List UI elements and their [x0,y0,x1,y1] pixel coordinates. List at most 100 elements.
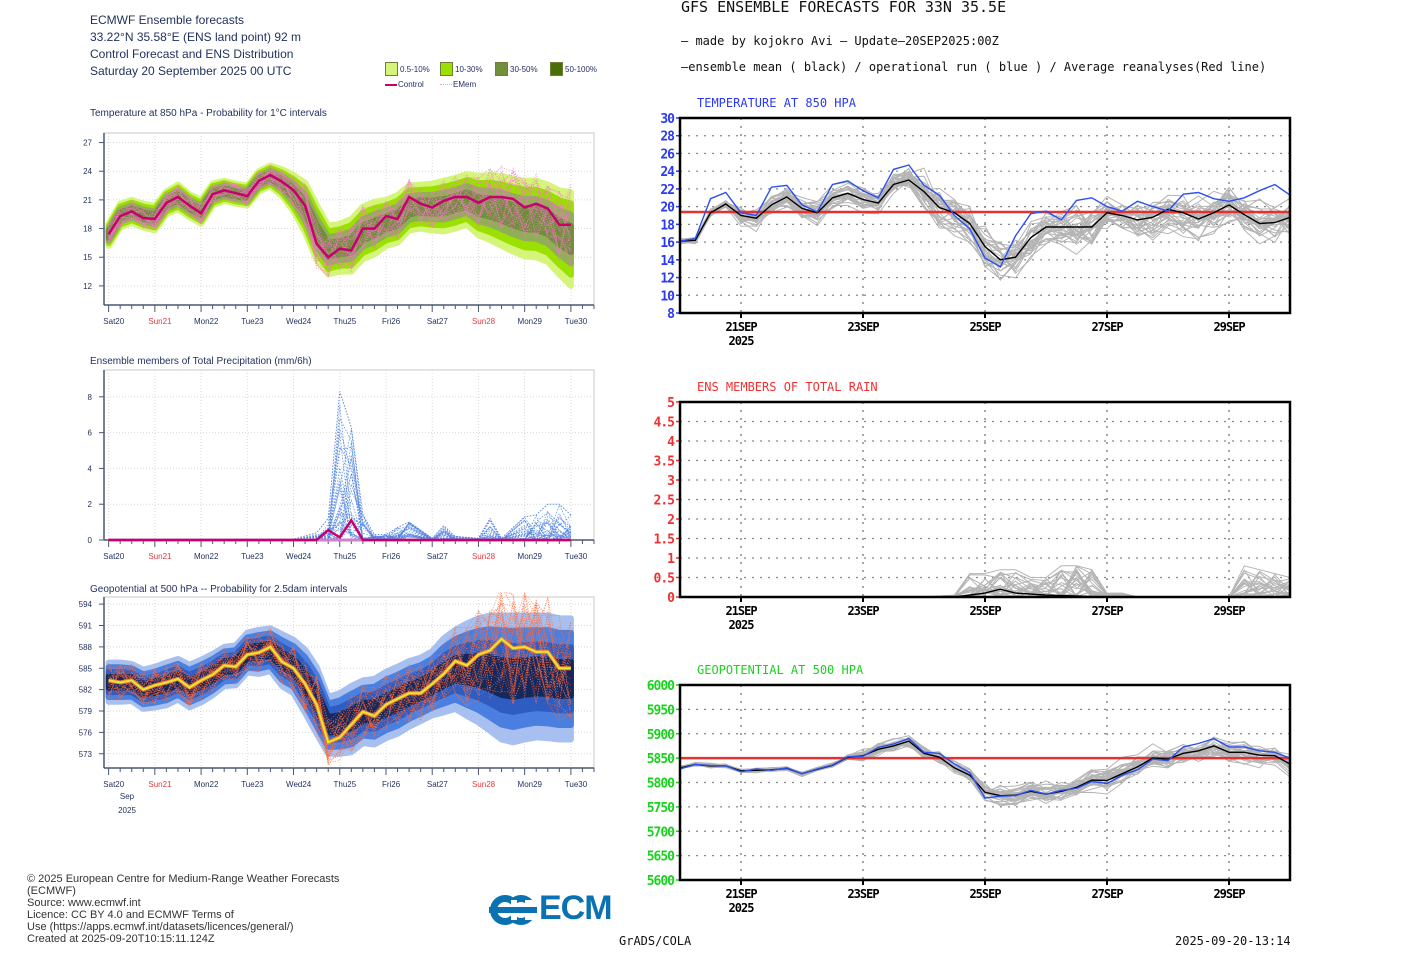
credit-source: Source: www.ecmwf.int [27,897,141,909]
ensemble-member-line [680,577,1291,598]
x-tick-label: 23SEP [847,887,879,901]
ensemble-member-line [108,606,572,747]
ensemble-member-line [108,165,572,271]
legend-label: 10-30% [455,64,483,74]
y-tick-label: 4.5 [654,416,675,431]
legend-emem: EMem [440,80,476,89]
y-tick-label: 3 [667,474,674,489]
ecmwf-title: ECMWF Ensemble forecasts [90,13,245,27]
ensemble-member-line [108,175,572,268]
legend-band-3: 50-100% [550,62,597,76]
ecmwf-t850-title: Temperature at 850 hPa - Probability for… [90,108,327,119]
ecmwf-logo: ECM [489,889,619,927]
y-tick-label: 24 [83,167,92,176]
x-tick-label: 25SEP [969,320,1001,334]
ensemble-member-line [679,172,1291,264]
ensemble-member-line [108,174,572,271]
ecmwf-subtitle: Control Forecast and ENS Distribution [90,47,294,61]
ensemble-member-line [108,170,572,259]
ensemble-member-line [679,176,1291,275]
credit-licence: Licence: CC BY 4.0 and ECMWF Terms of [27,909,234,921]
y-tick-label: 1.5 [654,533,675,548]
gfs-t850-title: TEMPERATURE AT 850 HPA [697,96,856,110]
gfs-t850-chart: 8 10 12 14 16 18 20 22 24 26 28 30 21SEP 23SEP 25SEP 27… [660,112,1292,348]
ensemble-member-line [108,467,572,541]
x-day-label: Wed24 [286,780,312,789]
x-day-label: Sun28 [472,780,496,789]
x-day-label: Fri26 [382,552,401,561]
x-year-label: 2025 [729,901,755,915]
gfs-subtitle-legend: —ensemble mean ( black) / operational ru… [681,60,1267,74]
ensemble-member-line [108,445,572,541]
gfs-z500-title: GEOPOTENTIAL AT 500 HPA [697,663,864,677]
ensemble-member-line [108,166,572,262]
ensemble-member-line [108,172,572,257]
legend-label: 50-100% [565,64,598,74]
control-line-swatch [385,83,397,86]
ensemble-member-line [108,592,572,760]
legend-control: Control [385,80,424,89]
ensemble-member-line [108,610,572,737]
ensemble-mean-line [679,179,1291,261]
y-tick-label: 8 [88,393,93,402]
y-tick-label: 5850 [647,752,675,767]
gfs-rain-chart: 0 0.5 1 1.5 2 2.5 3 3.5 4 4.5 5 21SEP 23SEP 25SEP 27SE… [654,396,1292,632]
gfs-z500-chart: 5600 5650 5700 5750 5800 5850 5900 5950 6000 21SE… [647,679,1292,915]
x-tick-label: 27SEP [1091,604,1123,618]
plot-frame [678,683,1292,882]
x-day-label: Mon22 [194,317,219,326]
ensemble-member-line [108,167,572,278]
max-member-line [108,391,572,541]
ensemble-member-line [108,616,572,765]
ecmwf-logo-icon [489,895,537,925]
y-tick-label: 591 [79,622,93,631]
x-day-label: Tue30 [565,317,588,326]
x-day-label: Wed24 [286,317,312,326]
ensemble-member-line [108,620,572,761]
ensemble-member-line [108,602,571,759]
ensemble-member-line [108,458,571,541]
control-line [108,637,571,744]
ensemble-member-line [680,569,1291,598]
x-day-label: Thu25 [334,552,357,561]
x-day-label: Sat27 [427,552,448,561]
ensemble-member-line [108,167,572,273]
legend-swatch [495,62,508,76]
ensemble-member-line [679,177,1291,281]
x-month-label: Sep [120,792,135,801]
x-day-label: Tue23 [241,317,264,326]
y-tick-label: 26 [660,147,675,162]
y-tick-label: 5600 [647,874,675,889]
y-tick-label: 21 [83,196,92,205]
ecmwf-credits: © 2025 European Centre for Medium-Range … [27,873,339,945]
y-tick-label: 18 [83,225,92,234]
gfs-title: GFS ENSEMBLE FORECASTS FOR 33N 35.5E [681,0,1007,16]
y-tick-label: 5900 [647,728,675,743]
x-day-label: Sun21 [148,552,172,561]
ensemble-member-line [108,506,572,541]
y-tick-label: 5 [667,396,674,411]
x-day-label: Thu25 [334,317,357,326]
y-tick-label: 2 [667,513,674,528]
x-day-label: Thu25 [334,780,357,789]
y-tick-label: 6 [88,429,93,438]
ensemble-member-line [108,593,571,761]
ensemble-member-line [108,626,572,744]
y-tick-label: 4 [88,464,93,473]
x-day-label: Sun21 [148,317,172,326]
y-tick-label: 18 [660,218,675,233]
ecmwf-header: ECMWF Ensemble forecasts 33.22°N 35.58°E… [90,12,301,80]
ensemble-member-line [108,165,572,256]
y-tick-label: 585 [79,664,93,673]
plot-frame [678,400,1292,599]
plot-frame [678,116,1292,315]
x-year-label: 2025 [729,334,755,348]
legend-swatch [550,62,563,76]
x-day-label: Tue23 [241,780,264,789]
y-tick-label: 3.5 [654,455,675,470]
y-tick-label: 2 [88,500,93,509]
y-tick-label: 579 [79,707,93,716]
ensemble-member-line [108,488,572,541]
x-day-label: Tue30 [565,780,588,789]
x-day-label: Sun28 [472,317,496,326]
